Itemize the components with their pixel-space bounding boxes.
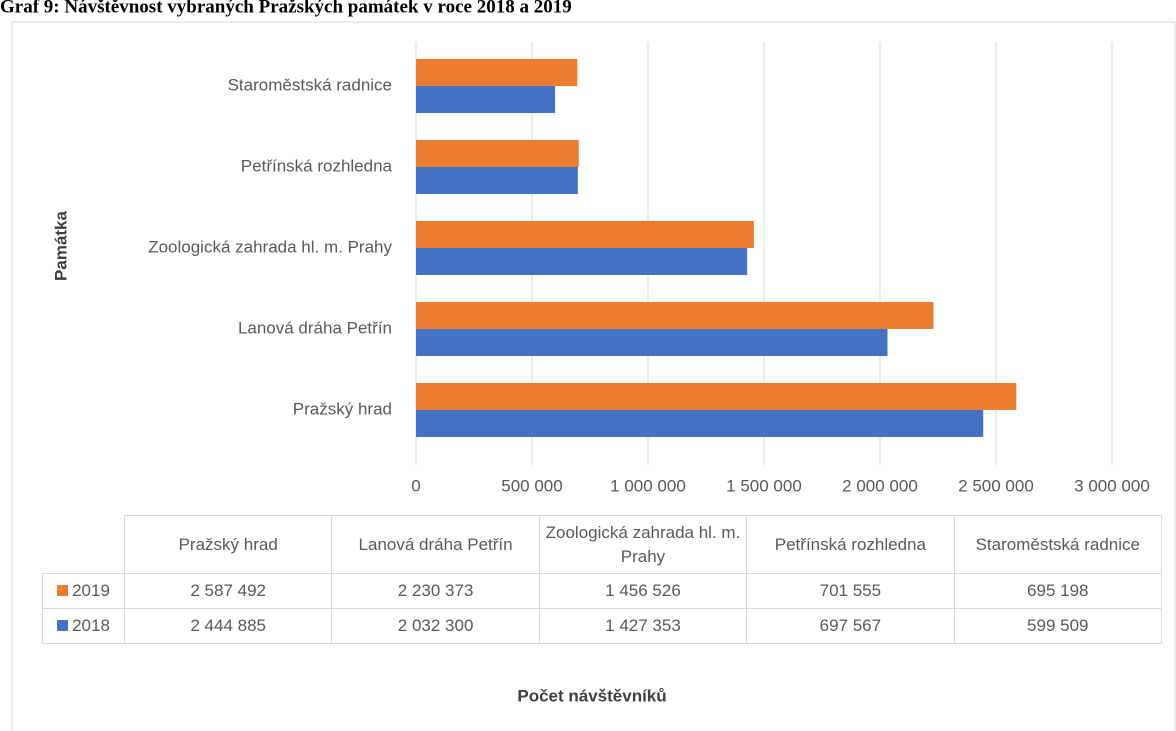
bar	[416, 167, 578, 194]
bar	[416, 410, 984, 437]
table-header-row: Pražský hrad Lanová dráha Petřín Zoologick…	[42, 515, 1163, 574]
table-corner	[42, 515, 125, 574]
bar	[416, 383, 1017, 410]
table-row: 2019 2 587 492 2 230 373 1 456 526 701 555 69…	[42, 573, 1163, 609]
table-value: 2 444 885	[123, 608, 333, 644]
y-tick-label: Pražský hrad	[293, 399, 392, 418]
x-tick-label: 2 500 000	[958, 476, 1034, 495]
legend-swatch	[57, 585, 69, 596]
y-tick-label: Petřínská rozhledna	[241, 156, 393, 175]
table-value: 2 587 492	[123, 573, 333, 609]
x-tick-label: 1 500 000	[726, 476, 802, 495]
legend-swatch	[57, 620, 69, 631]
y-axis-label: Památka	[51, 210, 70, 280]
bar	[416, 86, 556, 113]
x-tick-label: 3 000 000	[1074, 476, 1150, 495]
bar	[416, 248, 748, 275]
y-tick-label: Zoologická zahrada hl. m. Prahy	[148, 237, 392, 256]
bar	[416, 140, 579, 167]
x-tick-label: 500 000	[501, 476, 562, 495]
chart-title: Graf 9: Návštěvnost vybraných Pražských …	[0, 0, 572, 17]
table-value: 2 230 373	[331, 573, 540, 609]
table-header-cell: Lanová dráha Petřín	[331, 515, 540, 574]
table-header-cell: Staroměstská radnice	[953, 515, 1163, 574]
table-value: 2 032 300	[331, 608, 540, 644]
y-tick-label: Lanová dráha Petřín	[238, 318, 392, 337]
table-value: 697 567	[746, 608, 955, 644]
bar	[416, 329, 888, 356]
legend-label: 2018	[72, 616, 110, 635]
legend-cell: 2018	[42, 608, 125, 644]
y-tick-label: Staroměstská radnice	[228, 75, 392, 94]
chart-border	[11, 21, 1176, 731]
x-tick-label: 0	[411, 476, 420, 495]
table-value: 599 509	[953, 608, 1163, 644]
table-header-cell: Zoologická zahrada hl. m. Prahy	[538, 515, 748, 574]
x-tick-label: 1 000 000	[610, 476, 686, 495]
x-axis-label: Počet návštěvníků	[517, 686, 666, 705]
table-row: 2018 2 444 885 2 032 300 1 427 353 697 567 59…	[42, 608, 1163, 644]
table-value: 1 427 353	[538, 608, 748, 644]
bar	[416, 302, 934, 329]
legend-cell: 2019	[42, 573, 125, 609]
x-tick-label: 2 000 000	[842, 476, 918, 495]
bar	[416, 59, 578, 86]
table-value: 701 555	[746, 573, 955, 609]
table-value: 1 456 526	[538, 573, 748, 609]
legend-label: 2019	[72, 581, 110, 600]
data-table: Pražský hrad Lanová dráha Petřín Zoologick…	[42, 515, 1163, 644]
table-header-cell: Petřínská rozhledna	[746, 515, 955, 574]
table-header-cell: Pražský hrad	[123, 515, 333, 574]
table-value: 695 198	[953, 573, 1163, 609]
bar	[416, 221, 754, 248]
